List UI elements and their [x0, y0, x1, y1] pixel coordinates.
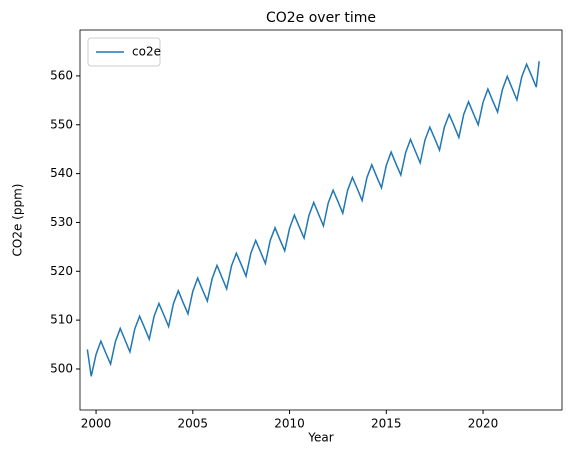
y-tick-label: 560	[50, 68, 73, 82]
legend-label: co2e	[132, 45, 161, 59]
x-axis-label: Year	[307, 431, 333, 445]
chart-title: CO2e over time	[266, 10, 376, 26]
x-tick-label: 2005	[178, 417, 209, 431]
y-tick-label: 530	[50, 215, 73, 229]
x-tick-label: 2010	[274, 417, 305, 431]
y-tick-label: 500	[50, 361, 73, 375]
line-series	[86, 61, 540, 377]
y-tick-label: 540	[50, 166, 73, 180]
y-tick-label: 520	[50, 264, 73, 278]
x-tick-label: 2000	[81, 417, 112, 431]
x-tick-label: 2015	[371, 417, 402, 431]
y-tick-label: 510	[50, 313, 73, 327]
y-axis-label: CO2e (ppm)	[11, 184, 25, 257]
y-tick-label: 550	[50, 117, 73, 131]
plot-frame	[79, 29, 563, 411]
x-tick-label: 2020	[468, 417, 499, 431]
